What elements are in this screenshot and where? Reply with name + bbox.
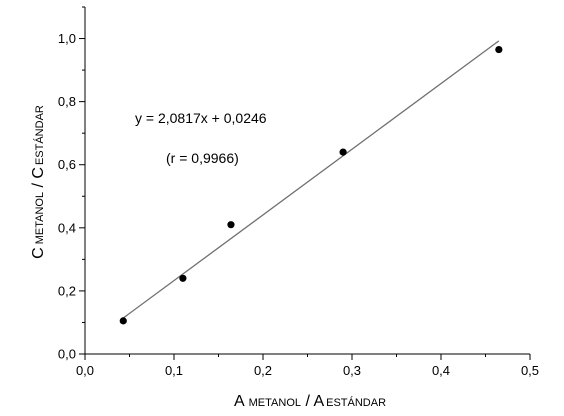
y-tick-label: 0,4 [58,220,76,235]
x-tick-label: 0,4 [432,363,450,378]
x-tick-label: 0,0 [76,363,94,378]
data-point [179,274,187,282]
y-axis-title-main2: C [30,167,47,179]
x-axis-title-sub1: METANOL [249,397,301,409]
fit-line-group [122,40,500,319]
x-tick-label: 0,3 [343,363,361,378]
axes: 0,0 0,1 0,2 0,3 0,4 0,5 0,0 0,2 0,4 0,6 0,8 1,0 [58,6,539,378]
fit-line [122,40,500,319]
y-axis-title: C METANOL / C ESTÁNDAR [30,105,47,259]
x-axis-title-main: A [234,393,245,410]
data-point [339,148,347,156]
data-point [119,317,127,325]
x-tick-label: 0,2 [254,363,272,378]
y-tick-label: 0,6 [58,157,76,172]
r-value-annotation: (r = 0,9966) [166,150,239,166]
x-tick-label: 0,1 [165,363,183,378]
x-tick-label: 0,5 [521,363,539,378]
x-axis-title-main2: A [313,393,324,410]
x-axis-title: A METANOL / A ESTÁNDAR [234,393,386,410]
y-axis-title-sep: / [30,179,47,192]
y-axis-title-sub1: METANOL [34,192,46,244]
x-axis-title-sep: / [301,393,313,410]
data-point [495,45,503,54]
y-tick-label: 0,0 [58,347,76,362]
y-axis-title-main: C [30,247,47,259]
y-tick-label: 0,2 [58,283,76,298]
y-tick-label: 1,0 [58,31,76,46]
x-axis-title-sub2: ESTÁNDAR [326,396,386,409]
data-points [119,45,503,325]
y-axis-title-sub2: ESTÁNDAR [33,105,46,165]
y-tick-label: 0,8 [58,94,76,109]
data-point [227,221,235,229]
equation-annotation: y = 2,0817x + 0,0246 [135,110,267,126]
